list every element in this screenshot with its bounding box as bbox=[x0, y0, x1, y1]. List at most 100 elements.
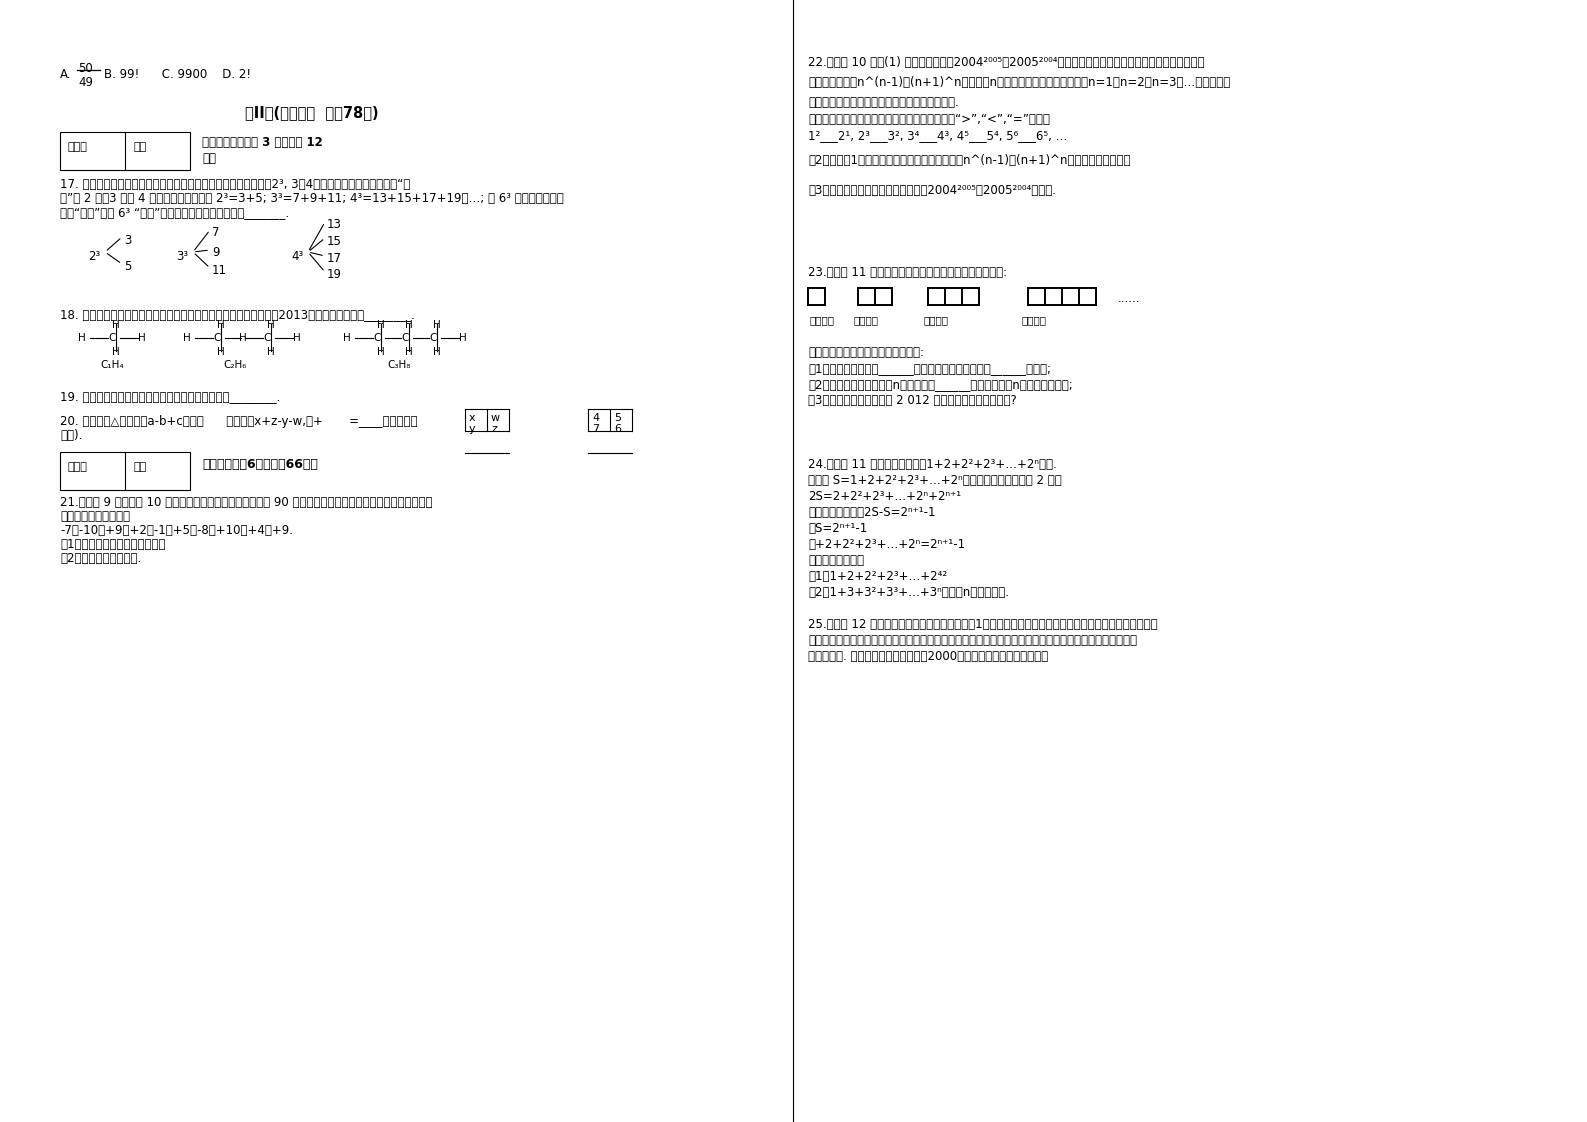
Text: 第二个图: 第二个图 bbox=[854, 315, 879, 325]
Text: H: H bbox=[183, 333, 190, 343]
Text: 将下式减去上式得2S-S=2ⁿ⁺¹-1: 将下式减去上式得2S-S=2ⁿ⁺¹-1 bbox=[808, 506, 935, 519]
FancyBboxPatch shape bbox=[60, 132, 190, 171]
Text: H: H bbox=[294, 333, 302, 343]
Text: 三、解答题（6题，共计66分）: 三、解答题（6题，共计66分） bbox=[202, 458, 317, 471]
Text: 24.（本题 11 分）阅读材料：扴1+2+2²+2³+…+2ⁿ的値.: 24.（本题 11 分）阅读材料：扴1+2+2²+2³+…+2ⁿ的値. bbox=[808, 458, 1057, 471]
Text: （1）最高分和最低分各是多少？: （1）最高分和最低分各是多少？ bbox=[60, 539, 165, 551]
Text: 50: 50 bbox=[78, 62, 92, 75]
Text: x: x bbox=[470, 413, 476, 423]
Text: （3）根据上面的归纳猜想，尝试比较2004²⁰⁰⁵和2005²⁰⁰⁴的大小.: （3）根据上面的归纳猜想，尝试比较2004²⁰⁰⁵和2005²⁰⁰⁴的大小. bbox=[808, 184, 1055, 197]
Text: y: y bbox=[470, 424, 476, 434]
Text: 进行“分裂”，则 6³ “分裂”出的奇数中，最大的奇数是_______.: 进行“分裂”，则 6³ “分裂”出的奇数中，最大的奇数是_______. bbox=[60, 206, 289, 219]
Text: 18. 如图是三种化合物的结构式及分子式。请按其规律，写出后面第2013种化合物的分子式________.: 18. 如图是三种化合物的结构式及分子式。请按其规律，写出后面第2013种化合物… bbox=[60, 309, 414, 321]
Text: 19. 设一种运算程序是（常数），如果，已知，那么________.: 19. 设一种运算程序是（常数），如果，已知，那么________. bbox=[60, 390, 281, 403]
Text: H: H bbox=[217, 347, 225, 357]
Text: 第一个图: 第一个图 bbox=[809, 315, 835, 325]
Text: 49: 49 bbox=[78, 76, 94, 89]
Text: 2S=2+2²+2³+…+2ⁿ+2ⁿ⁺¹: 2S=2+2²+2³+…+2ⁿ+2ⁿ⁺¹ bbox=[808, 490, 962, 503]
Text: 20. 规定图形△表示运算a-b+c，图形      表示运算x+z-y-w,则+       =____（直接写出: 20. 规定图形△表示运算a-b+c，图形 表示运算x+z-y-w,则+ =__… bbox=[60, 415, 417, 427]
Text: 第三个图: 第三个图 bbox=[924, 315, 949, 325]
Text: H: H bbox=[78, 333, 86, 343]
Text: （2）按照这样的规律，第n个图中共有______根火柴（用含n的代数式表示）;: （2）按照这样的规律，第n个图中共有______根火柴（用含n的代数式表示）; bbox=[808, 378, 1073, 390]
Text: （2）1+3+3²+3³+…+3ⁿ（其中n为正整数）.: （2）1+3+3²+3³+…+3ⁿ（其中n为正整数）. bbox=[808, 586, 1009, 599]
Text: 况入手，从中发现规律，经过归纳，猜想出结论.: 况入手，从中发现规律，经过归纳，猜想出结论. bbox=[808, 96, 959, 109]
Text: 即S=2ⁿ⁺¹-1: 即S=2ⁿ⁺¹-1 bbox=[808, 522, 867, 535]
Text: 第II卷(非选择题  共计78分): 第II卷(非选择题 共计78分) bbox=[244, 105, 379, 120]
Text: 3: 3 bbox=[124, 234, 132, 247]
Text: 第四个图: 第四个图 bbox=[1022, 315, 1047, 325]
Text: 15: 15 bbox=[327, 234, 341, 248]
Text: C₂H₆: C₂H₆ bbox=[224, 360, 246, 370]
Text: H: H bbox=[405, 320, 413, 330]
Text: 二、填空题（每题 3 分，共计 12: 二、填空题（每题 3 分，共计 12 bbox=[202, 136, 322, 149]
Text: 通过计算，比较下列各数的大小（在横线上填写“>”,“<”,“=”号）：: 通过计算，比较下列各数的大小（在横线上填写“>”,“<”,“=”号）： bbox=[808, 113, 1051, 126]
Text: H: H bbox=[433, 347, 441, 357]
Text: H: H bbox=[433, 320, 441, 330]
Text: 22.（本题 10 分）(1) 问题：你能比较2004²⁰⁰⁵和2005²⁰⁰⁴的大小吗？为了解决这个问题，首先写出它的一: 22.（本题 10 分）(1) 问题：你能比较2004²⁰⁰⁵和2005²⁰⁰⁴… bbox=[808, 56, 1205, 68]
Text: 11: 11 bbox=[213, 264, 227, 277]
Text: （1）第四个图中共有______根火柴，第六个图中共有______根火柴;: （1）第四个图中共有______根火柴，第六个图中共有______根火柴; bbox=[808, 362, 1051, 375]
Text: 答案).: 答案). bbox=[60, 429, 83, 442]
Text: 解：设 S=1+2+2²+2³+…+2ⁿ，将等式两边同时乘以 2 得：: 解：设 S=1+2+2²+2³+…+2ⁿ，将等式两边同时乘以 2 得： bbox=[808, 473, 1062, 487]
Text: ......: ...... bbox=[1117, 292, 1141, 305]
Text: 23.（本题 11 分）下列是小朋友用火柴棒拼出的一列图形:: 23.（本题 11 分）下列是小朋友用火柴棒拼出的一列图形: bbox=[808, 266, 1008, 279]
Text: H: H bbox=[343, 333, 351, 343]
Text: 9: 9 bbox=[213, 246, 219, 259]
Text: H: H bbox=[240, 333, 246, 343]
Text: H: H bbox=[113, 320, 119, 330]
Text: 3³: 3³ bbox=[176, 250, 189, 263]
Text: 分）: 分） bbox=[202, 151, 216, 165]
Text: 19: 19 bbox=[327, 268, 343, 280]
Text: C: C bbox=[263, 333, 270, 343]
Text: w: w bbox=[490, 413, 500, 423]
Text: 请你仿照此计算：: 请你仿照此计算： bbox=[808, 554, 863, 567]
Text: 得分: 得分 bbox=[133, 462, 146, 472]
Text: H: H bbox=[267, 347, 275, 357]
Text: H: H bbox=[405, 347, 413, 357]
Text: 乙桶，第二次将乙桶里的三分之二倒入甲桶，第三次将甲桶的四分之一倒入乙桶，第四次又将乙桶的五分之: 乙桶，第二次将乙桶里的三分之二倒入甲桶，第三次将甲桶的四分之一倒入乙桶，第四次又… bbox=[808, 634, 1136, 647]
Text: 仔细规察，找出规律，解答下列各题:: 仔细规察，找出规律，解答下列各题: bbox=[808, 346, 924, 359]
Text: 17. 一个自然数的立方，可以分裂成若干个连续奇数的和。例如：2³, 3和4分别可以按如图所示的方式“分: 17. 一个自然数的立方，可以分裂成若干个连续奇数的和。例如：2³, 3和4分别… bbox=[60, 178, 411, 191]
Text: 5: 5 bbox=[124, 260, 132, 273]
Text: 裂”成 2 个、3 个和 4 个连续奇数的和，即 2³=3+5; 3³=7+9+11; 4³=13+15+17+19；…; 若 6³ 也按照此规律来: 裂”成 2 个、3 个和 4 个连续奇数的和，即 2³=3+5; 3³=7+9+… bbox=[60, 192, 563, 205]
Text: 21.（本题 9 分）某班 10 名学生在一次数学测验中的成绩以 90 分为标准，超过的分数记为正数，不足的分数: 21.（本题 9 分）某班 10 名学生在一次数学测验中的成绩以 90 分为标准… bbox=[60, 496, 433, 509]
Text: C: C bbox=[108, 333, 116, 343]
Text: 7: 7 bbox=[213, 226, 219, 239]
Text: B. 99!      C. 9900    D. 2!: B. 99! C. 9900 D. 2! bbox=[105, 68, 251, 81]
Text: 记为负数，记录如下：: 记为负数，记录如下： bbox=[60, 511, 130, 523]
Text: C₃H₈: C₃H₈ bbox=[387, 360, 411, 370]
Text: 6: 6 bbox=[614, 424, 621, 434]
Text: z: z bbox=[490, 424, 497, 434]
Text: C: C bbox=[373, 333, 381, 343]
Text: H: H bbox=[138, 333, 146, 343]
Text: 25.（本题 12 分）有甲乙两个水桶，甲水桶里杧1千克水，乙桶是空的，第一次将甲桶水里的二分之一倒入: 25.（本题 12 分）有甲乙两个水桶，甲水桶里杧1千克水，乙桶是空的，第一次将… bbox=[808, 618, 1157, 631]
Text: H: H bbox=[378, 320, 384, 330]
Text: A.: A. bbox=[60, 68, 71, 81]
Text: C: C bbox=[213, 333, 221, 343]
Text: （3）按照这样的规律，第 2 012 个图形中共有多少根火柴?: （3）按照这样的规律，第 2 012 个图形中共有多少根火柴? bbox=[808, 394, 1017, 407]
Text: 得分: 得分 bbox=[133, 142, 146, 151]
FancyBboxPatch shape bbox=[60, 452, 190, 490]
Text: 评卷人: 评卷人 bbox=[67, 142, 87, 151]
Text: 1²___2¹, 2³___3², 3⁴___4³, 4⁵___5⁴, 5⁶___6⁵, …: 1²___2¹, 2³___3², 3⁴___4³, 4⁵___5⁴, 5⁶__… bbox=[808, 129, 1068, 142]
Text: （2）求他们的平均成绩.: （2）求他们的平均成绩. bbox=[60, 552, 141, 565]
Text: （2）从第（1）题的结果经过归纳，可以猜推出n^(n-1)和(n+1)^n的大小关系是什么？: （2）从第（1）题的结果经过归纳，可以猜推出n^(n-1)和(n+1)^n的大小… bbox=[808, 154, 1130, 167]
Text: C₁H₄: C₁H₄ bbox=[100, 360, 124, 370]
Text: 13: 13 bbox=[327, 218, 341, 231]
Text: （1）1+2+2²+2³+…+2⁴²: （1）1+2+2²+2³+…+2⁴² bbox=[808, 570, 947, 583]
Text: 危+2+2²+2³+…+2ⁿ=2ⁿ⁺¹-1: 危+2+2²+2³+…+2ⁿ=2ⁿ⁺¹-1 bbox=[808, 539, 965, 551]
Text: H: H bbox=[459, 333, 467, 343]
Text: C: C bbox=[428, 333, 436, 343]
Text: C: C bbox=[402, 333, 408, 343]
Text: 4³: 4³ bbox=[290, 250, 303, 263]
Text: H: H bbox=[113, 347, 119, 357]
Text: 5: 5 bbox=[614, 413, 621, 423]
Text: 4: 4 bbox=[592, 413, 600, 423]
Text: -7，-10，+9，+2，-1，+5，-8，+10，+4，+9.: -7，-10，+9，+2，-1，+5，-8，+10，+4，+9. bbox=[60, 524, 294, 537]
Text: 般形式，即比较n^(n-1)和(n+1)^n的大小（n是正整数），然后我们从分析n=1，n=2，n=3，…这些简单情: 般形式，即比较n^(n-1)和(n+1)^n的大小（n是正整数），然后我们从分析… bbox=[808, 76, 1230, 89]
Text: H: H bbox=[217, 320, 225, 330]
Text: H: H bbox=[378, 347, 384, 357]
Text: 一倒入甲桶. 照这样倒下去，一直倒了2000次后，乙桶里有水多少千克？: 一倒入甲桶. 照这样倒下去，一直倒了2000次后，乙桶里有水多少千克？ bbox=[808, 650, 1047, 663]
Text: H: H bbox=[267, 320, 275, 330]
Text: 7: 7 bbox=[592, 424, 600, 434]
